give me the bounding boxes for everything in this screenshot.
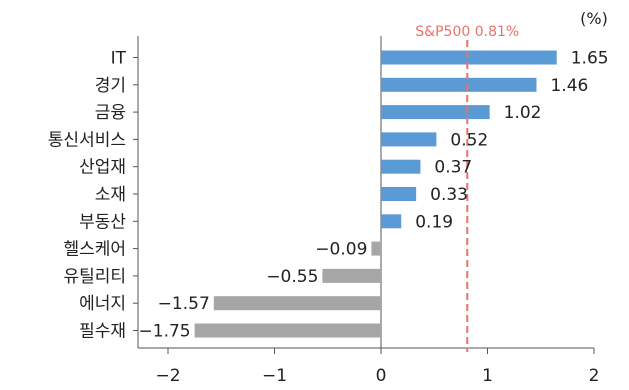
value-label-group: 1.65 1.46 1.02 0.52 0.37 0.33 0.19 −0.09 −0.55 −1… [139,49,609,342]
category-label: 에너지 [79,294,126,314]
category-label: 헬스케어 [63,240,126,260]
data-label: −1.57 [158,294,210,314]
data-label: 0.33 [430,185,468,205]
reference-line-label: S&P500 0.81% [415,24,519,40]
bar [381,105,490,120]
x-tick-group: −2 −1 0 1 2 [155,348,599,386]
data-label: 1.02 [504,103,542,123]
x-tick-label: 1 [482,366,493,386]
bar [381,50,557,65]
category-label: 필수재 [79,322,126,342]
bar [194,323,381,338]
bar [213,296,381,311]
category-label: 부동산 [79,212,126,232]
bar [381,132,437,147]
bar [322,268,381,283]
bar [381,214,402,229]
data-label: −1.75 [139,322,191,342]
category-label: 금융 [95,103,126,123]
bar [381,159,421,174]
category-label: IT [111,49,127,69]
category-label: 통신서비스 [48,130,126,150]
data-label: −0.55 [266,267,318,287]
x-tick-label: −2 [155,366,180,386]
bar [381,77,537,92]
category-label: 소재 [95,185,126,205]
category-label: 산업재 [79,158,126,178]
data-label: 0.37 [434,158,472,178]
x-tick-label: 2 [589,366,600,386]
unit-label: (%) [580,9,608,28]
bar [381,187,417,201]
bar-group [133,50,557,338]
category-label: 경기 [95,76,126,96]
category-label: 유틸리티 [63,267,126,287]
bar [371,241,381,256]
data-label: 0.19 [415,212,453,232]
data-label: 1.65 [571,49,609,69]
data-label: −0.09 [315,240,367,260]
data-label: 0.52 [450,130,488,150]
reference-line-group: S&P500 0.81% [415,24,519,352]
x-tick-label: −1 [262,366,287,386]
x-tick-label: 0 [376,366,387,386]
data-label: 1.46 [550,76,588,96]
